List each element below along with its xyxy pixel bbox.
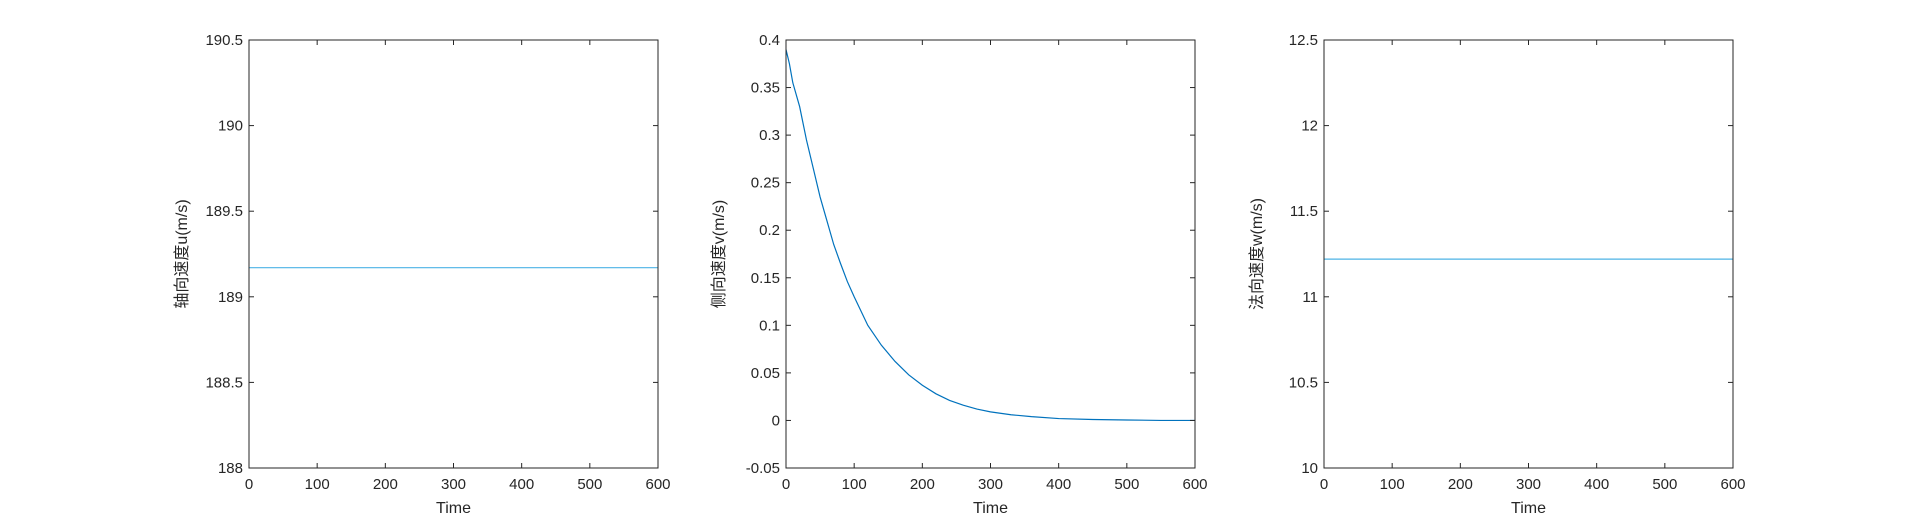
x-tick-label: 300 [978, 476, 1003, 493]
y-tick-label: 12.5 [1289, 32, 1318, 49]
x-tick-label: 400 [1046, 476, 1071, 493]
x-tick-label: 400 [1584, 476, 1609, 493]
x-tick-label: 200 [373, 476, 398, 493]
x-axis-title: Time [973, 500, 1008, 517]
y-axis-title: 侧向速度v(m/s) [710, 200, 728, 308]
x-tick-label: 500 [1114, 476, 1139, 493]
y-tick-label: 0.1 [759, 317, 780, 334]
x-tick-label: 0 [782, 476, 790, 493]
y-axis-title: 轴向速度u(m/s) [173, 199, 191, 308]
y-tick-label: 10.5 [1289, 374, 1318, 391]
y-tick-label: 189.5 [205, 203, 243, 220]
y-tick-label: 188.5 [205, 374, 243, 391]
series-line-2-1 [785, 49, 1195, 422]
y-tick-label: 0.05 [751, 365, 780, 382]
x-axis-title: Time [436, 500, 471, 517]
chart-panel-1: 0 100 200 300 400 500 600 188 188.5 189 189.5 190 19… [173, 32, 671, 517]
x-tick-label: 500 [1652, 476, 1677, 493]
y-tick-label: 188 [218, 460, 243, 477]
y-tick-label: 11.5 [1290, 203, 1318, 220]
y-tick-label: 190.5 [205, 32, 243, 49]
x-tick-label: 100 [1380, 476, 1405, 493]
y-tick-label: 0.15 [751, 270, 780, 287]
x-axis-title: Time [1511, 500, 1546, 517]
x-tick-label: 0 [245, 476, 253, 493]
y-tick-label: 0 [772, 412, 780, 429]
y-tick-label: 0.4 [759, 32, 780, 49]
chart-panel-3: 0 100 200 300 400 500 600 10 10.5 11 11.5 12 12.5 Tim… [1248, 32, 1746, 517]
x-tick-label: 600 [1720, 476, 1745, 493]
y-tick-label: 0.25 [751, 175, 780, 192]
x-tick-label: 100 [842, 476, 867, 493]
x-tick-label: 300 [1516, 476, 1541, 493]
x-tick-label: 200 [1448, 476, 1473, 493]
x-tick-label: 500 [577, 476, 602, 493]
x-tick-label: 100 [305, 476, 330, 493]
x-tick-label: 300 [441, 476, 466, 493]
x-tick-label: 0 [1320, 476, 1328, 493]
chart-panel-2: 0 100 200 300 400 500 600-0.0500.050.10.150.20… [710, 32, 1208, 517]
y-tick-label: 0.2 [759, 222, 780, 239]
y-tick-label: 12 [1301, 118, 1318, 135]
y-tick-label: -0.05 [746, 460, 780, 477]
y-tick-label: 11 [1302, 289, 1318, 306]
y-tick-label: 0.35 [751, 80, 780, 97]
x-tick-label: 400 [509, 476, 534, 493]
y-tick-label: 10 [1301, 460, 1318, 477]
y-axis-title: 法向速度w(m/s) [1248, 198, 1266, 310]
x-tick-label: 200 [910, 476, 935, 493]
y-tick-label: 0.3 [759, 127, 780, 144]
x-tick-label: 600 [645, 476, 670, 493]
x-tick-label: 600 [1182, 476, 1207, 493]
y-tick-label: 189 [218, 289, 243, 306]
y-tick-label: 190 [218, 118, 243, 135]
